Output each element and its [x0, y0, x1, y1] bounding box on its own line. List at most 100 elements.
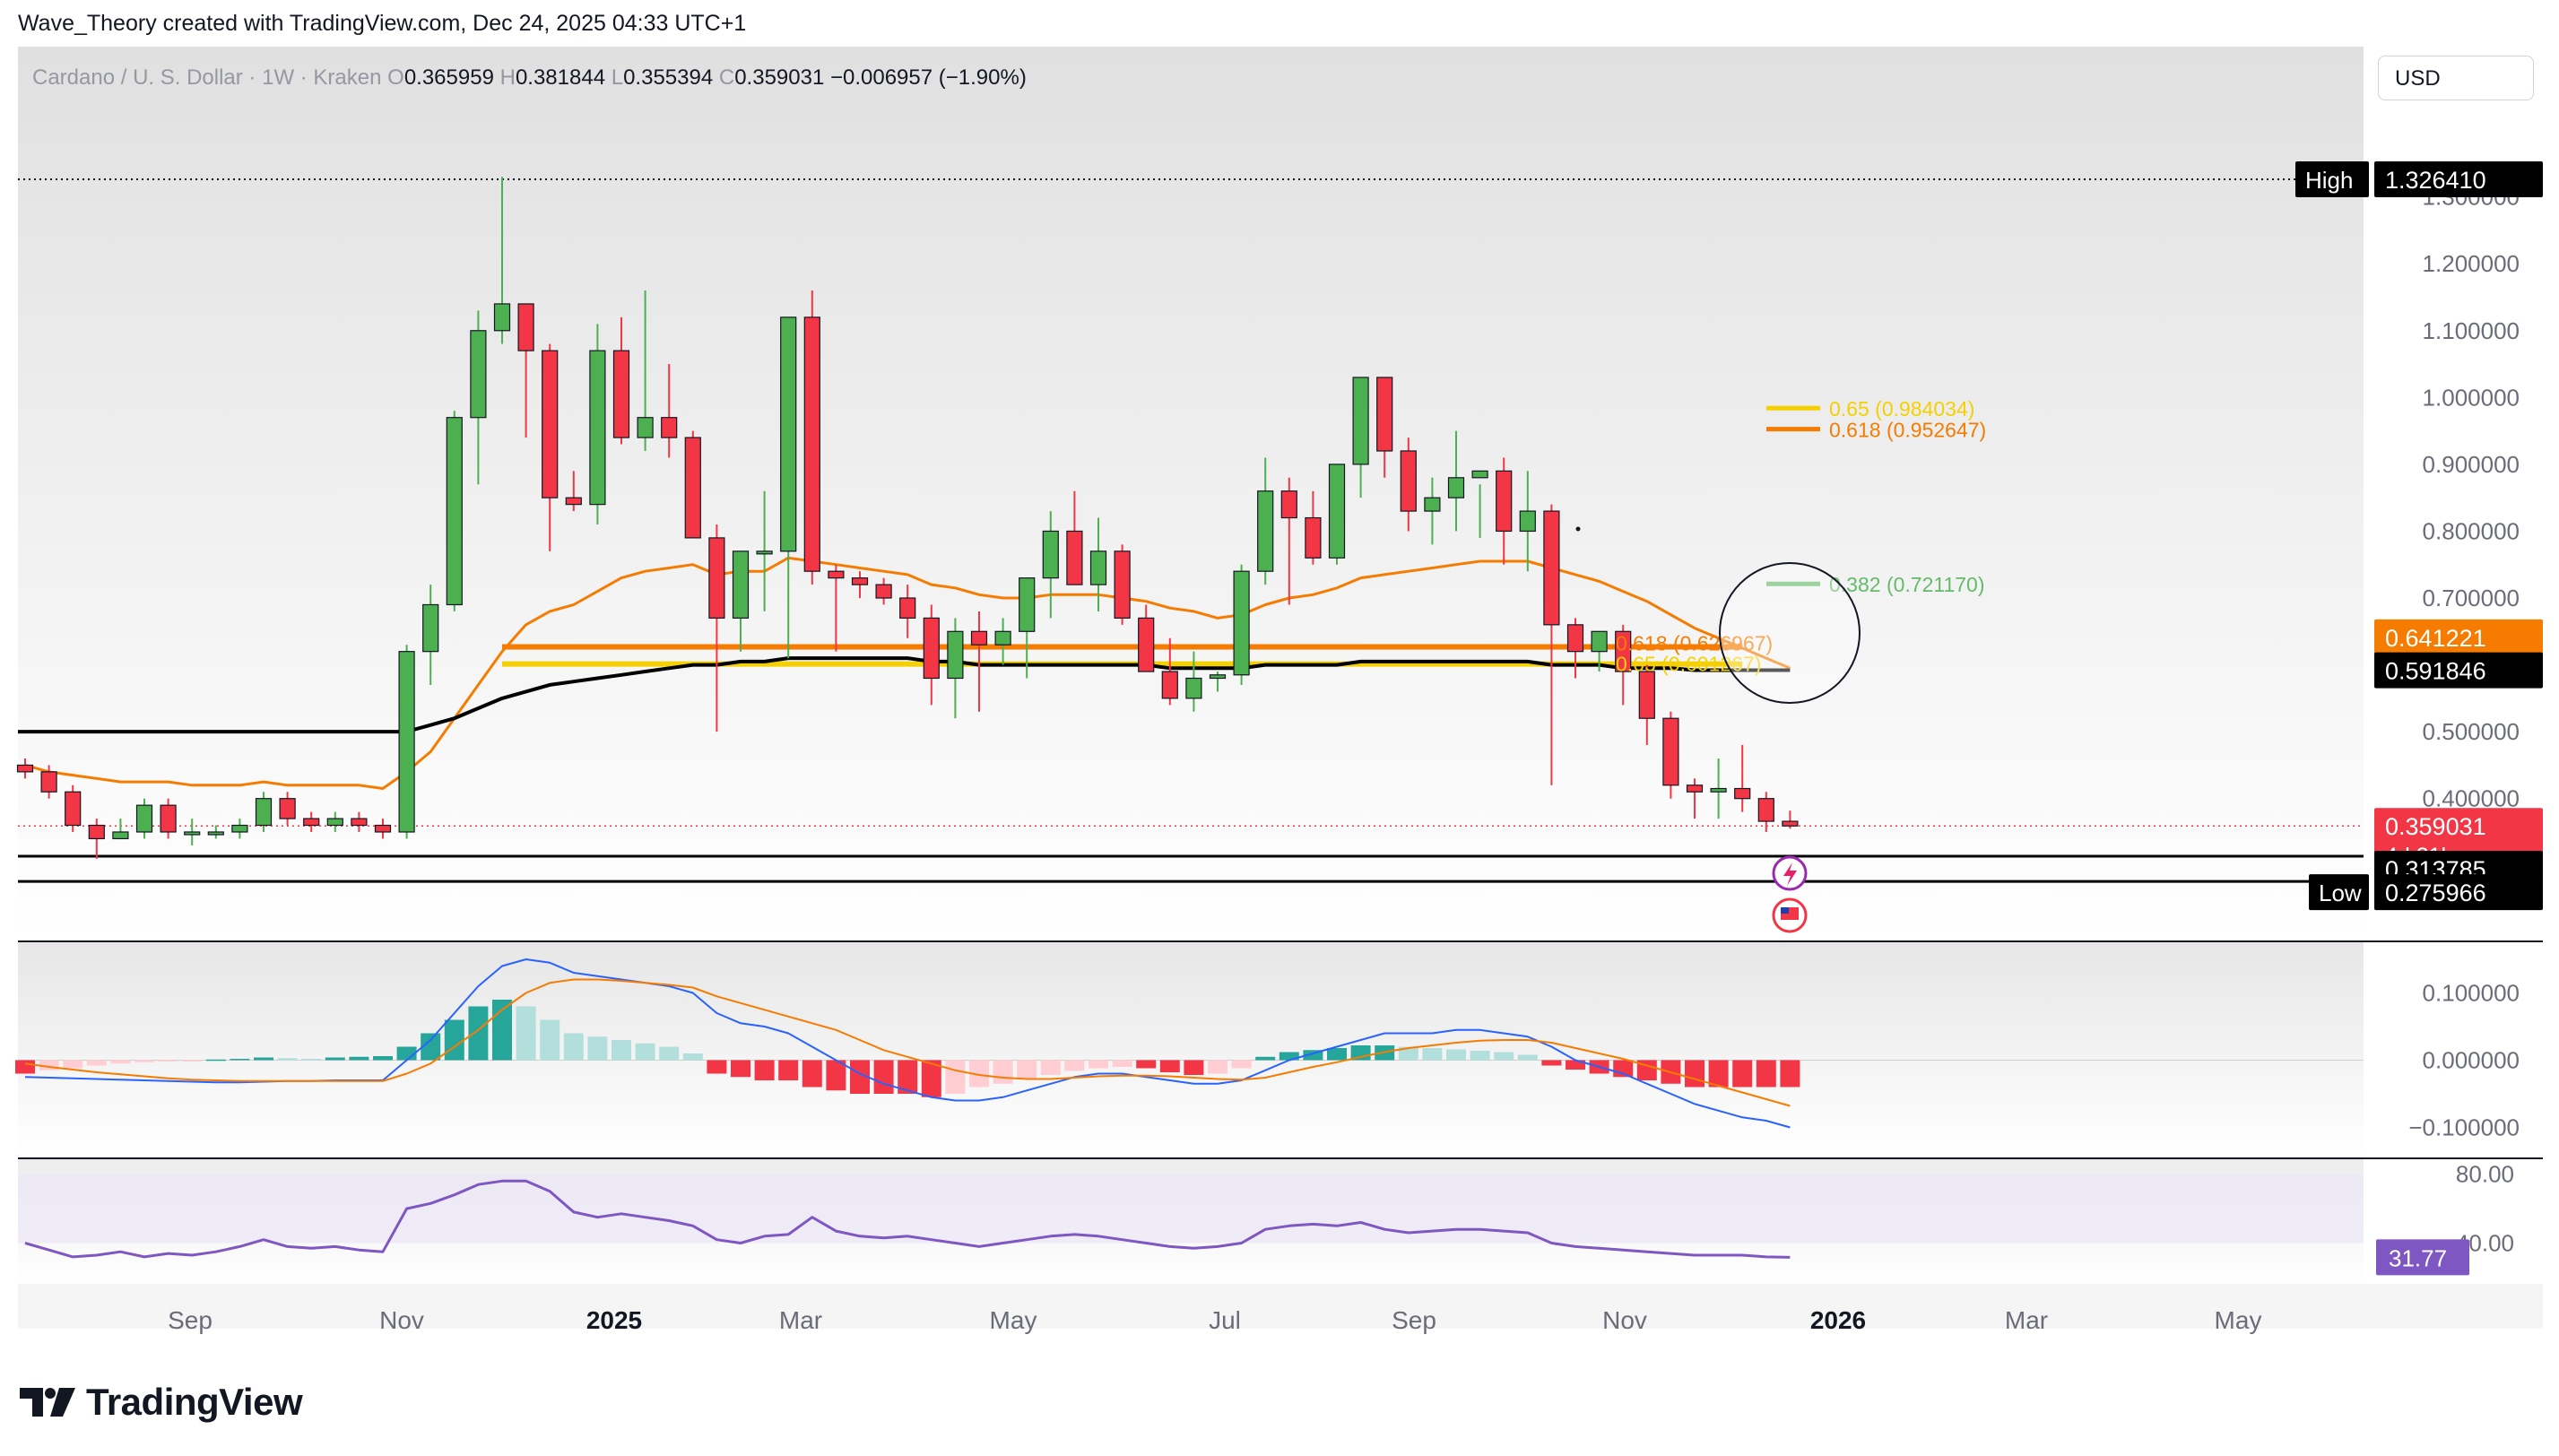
- candle-6: [160, 798, 177, 839]
- ohlc-legend: Cardano / U. S. Dollar · 1W · Kraken O0.…: [32, 65, 1027, 90]
- candle-body-23: [565, 497, 582, 506]
- candle-body-51: [1233, 570, 1250, 676]
- candle-body-44: [1066, 530, 1083, 585]
- legend-part-2: 0.365959: [404, 65, 500, 90]
- fib-label-4: 0.65 (0.601267): [1616, 653, 1761, 676]
- candle-40: [970, 611, 988, 712]
- candle-body-20: [493, 303, 511, 332]
- price-axis-label-4: 0.900000: [2423, 451, 2520, 478]
- candle-32: [780, 316, 797, 659]
- candle-33: [803, 290, 820, 585]
- currency-button[interactable]: USD: [2378, 56, 2534, 100]
- macd-bar-59: [1422, 1048, 1443, 1061]
- macd-bar-63: [1517, 1054, 1538, 1061]
- candle-body-61: [1471, 470, 1488, 479]
- signal-line: [24, 978, 1791, 1107]
- candle-67: [1615, 624, 1632, 706]
- candle-29: [708, 524, 725, 732]
- candle-body-31: [756, 550, 773, 555]
- price-axis-label-8: 0.400000: [2423, 785, 2520, 812]
- price-tag-text-5: 0.275966: [2385, 880, 2486, 906]
- candle-body-26: [637, 417, 654, 438]
- candle-body-67: [1615, 630, 1632, 672]
- candle-body-21: [517, 303, 534, 351]
- macd-bar-68: [1636, 1060, 1657, 1080]
- macd-bar-41: [993, 1060, 1013, 1084]
- macd-bar-71: [1708, 1060, 1729, 1088]
- candle-body-2: [65, 791, 82, 827]
- price-tag-text-2: 0.591846: [2385, 658, 2486, 685]
- macd-bar-4: [110, 1060, 131, 1064]
- macd-bar-43: [1040, 1060, 1061, 1075]
- candle-18: [446, 411, 463, 611]
- circle-annotation: [1719, 562, 1861, 704]
- time-axis-label-4: May: [990, 1306, 1037, 1334]
- time-axis-label-6: Sep: [1392, 1306, 1436, 1334]
- price-axis-label-2: 1.100000: [2423, 317, 2520, 344]
- fib-label-3: 0.618 (0.626967): [1616, 631, 1773, 654]
- candle-body-47: [1138, 617, 1155, 672]
- candle-body-41: [994, 630, 1011, 646]
- candle-19: [470, 310, 487, 485]
- macd-bar-58: [1398, 1046, 1418, 1061]
- candle-body-12: [303, 818, 320, 827]
- macd-bar-9: [230, 1059, 250, 1061]
- candle-10: [255, 792, 273, 832]
- candle-body-53: [1280, 490, 1297, 519]
- candle-body-13: [326, 818, 343, 827]
- macd-axis-label-2: −0.100000: [2408, 1114, 2520, 1141]
- macd-bar-24: [587, 1036, 608, 1061]
- macd-bar-64: [1541, 1060, 1562, 1066]
- candle-body-9: [231, 824, 248, 833]
- candle-12: [303, 811, 320, 832]
- main-pane-bg: [18, 47, 2364, 941]
- candle-71: [1710, 758, 1727, 819]
- macd-bar-50: [1208, 1060, 1227, 1074]
- price-tag-1: 0.641221: [2374, 619, 2543, 655]
- candle-36: [875, 577, 892, 605]
- candle-50: [1209, 672, 1227, 692]
- candle-37: [899, 585, 916, 638]
- tradingview-logo-icon: [20, 1388, 75, 1417]
- candle-2: [65, 784, 82, 832]
- macd-bar-65: [1566, 1060, 1585, 1070]
- time-axis-label-10: May: [2215, 1306, 2262, 1334]
- candle-body-37: [899, 597, 916, 619]
- candle-body-16: [398, 651, 415, 833]
- candle-30: [732, 550, 750, 652]
- legend-part-4: 0.381844: [516, 65, 612, 90]
- candle-13: [326, 811, 343, 832]
- legend-part-9: −0.006957 (−1.90%): [830, 65, 1027, 90]
- fib-label-0: 0.65 (0.984034): [1829, 397, 1974, 420]
- legend-part-7: C: [719, 65, 734, 90]
- legend-part-0: Cardano / U. S. Dollar · 1W · Kraken: [32, 65, 387, 90]
- macd-bar-52: [1255, 1056, 1276, 1061]
- macd-bar-62: [1494, 1052, 1514, 1061]
- legend-part-3: H: [500, 65, 516, 90]
- macd-bar-0: [15, 1060, 35, 1074]
- macd-bar-34: [826, 1060, 846, 1091]
- macd-bar-74: [1780, 1060, 1800, 1088]
- macd-bar-18: [444, 1019, 464, 1061]
- candle-8: [207, 825, 224, 839]
- macd-bar-30: [731, 1060, 750, 1078]
- macd-bar-5: [134, 1060, 154, 1062]
- candle-body-22: [542, 350, 559, 498]
- time-axis-label-7: Nov: [1602, 1306, 1647, 1334]
- candle-21: [517, 303, 534, 438]
- tradingview-brand[interactable]: TradingView: [20, 1381, 303, 1424]
- time-axis-label-3: Mar: [779, 1306, 822, 1334]
- candle-body-71: [1710, 787, 1727, 793]
- candle-23: [565, 471, 582, 512]
- macd-bar-39: [945, 1060, 966, 1094]
- candle-body-33: [803, 316, 820, 572]
- macd-bar-42: [1017, 1060, 1037, 1079]
- macd-bar-48: [1159, 1060, 1180, 1072]
- macd-bar-70: [1685, 1060, 1705, 1088]
- dot-annotation: [1575, 526, 1581, 532]
- macd-bar-31: [754, 1060, 775, 1080]
- candle-body-49: [1185, 677, 1202, 699]
- candle-72: [1734, 745, 1751, 812]
- macd-bar-7: [182, 1060, 203, 1062]
- macd-bar-49: [1184, 1060, 1204, 1075]
